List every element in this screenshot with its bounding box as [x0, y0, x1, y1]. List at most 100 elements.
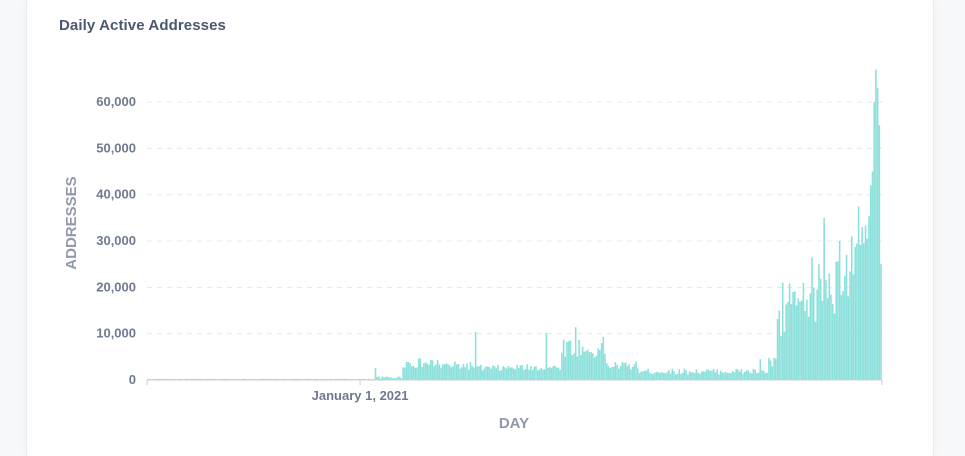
bar — [678, 369, 680, 380]
bar — [814, 321, 817, 380]
bar — [655, 372, 658, 380]
bar — [536, 370, 539, 380]
bar — [873, 102, 875, 380]
bar — [768, 357, 770, 380]
bar — [197, 378, 199, 380]
bar — [159, 378, 161, 380]
bar — [438, 364, 441, 380]
bar — [850, 236, 853, 380]
bar — [228, 378, 230, 380]
bar — [329, 378, 332, 380]
bar — [195, 378, 197, 380]
bar — [756, 372, 758, 380]
bar — [618, 368, 620, 380]
axis-layer — [146, 379, 883, 385]
bar — [668, 369, 670, 380]
bar — [728, 372, 731, 380]
bar — [450, 367, 453, 380]
bar — [383, 377, 385, 380]
bar — [664, 373, 667, 380]
bar — [234, 378, 237, 380]
bar — [631, 366, 634, 380]
bar — [547, 367, 549, 380]
bar — [683, 368, 686, 380]
bar — [495, 368, 498, 380]
bar — [674, 374, 677, 380]
bar — [478, 366, 480, 380]
bar — [750, 373, 753, 380]
bar — [821, 300, 824, 380]
bar — [804, 311, 806, 380]
bar — [385, 376, 387, 380]
bar — [362, 378, 365, 380]
bar — [692, 372, 694, 380]
bar — [543, 369, 546, 380]
bar — [419, 358, 422, 380]
bar — [780, 336, 782, 380]
bar — [271, 378, 273, 380]
bar — [681, 372, 684, 380]
bar — [492, 365, 494, 380]
bar — [795, 305, 798, 380]
bar — [685, 370, 687, 380]
bar — [745, 370, 748, 380]
bar — [414, 367, 417, 380]
bar — [845, 254, 848, 380]
bar — [497, 364, 499, 380]
bars-layer — [147, 69, 882, 381]
bar — [535, 366, 537, 380]
bar — [269, 378, 272, 380]
bar — [445, 363, 448, 380]
bar — [295, 378, 297, 380]
bar — [433, 365, 435, 380]
bar — [790, 304, 793, 380]
bar — [224, 378, 227, 380]
bar — [205, 378, 208, 380]
bar — [293, 378, 296, 380]
bar — [635, 361, 637, 380]
bar — [761, 370, 763, 380]
bar — [574, 327, 577, 380]
bar — [766, 372, 768, 380]
bar — [502, 366, 505, 380]
bar — [723, 372, 725, 380]
bar — [645, 370, 648, 380]
bar — [153, 378, 156, 380]
bar — [566, 342, 568, 380]
bar — [857, 206, 860, 380]
bar — [721, 372, 724, 380]
bar — [523, 369, 525, 380]
bar — [198, 378, 201, 380]
bar — [626, 366, 629, 380]
bar — [500, 370, 503, 380]
y-tick-label: 10,000 — [96, 326, 136, 341]
bar — [207, 378, 209, 380]
bar — [614, 362, 617, 380]
bar — [540, 368, 542, 380]
bar — [624, 362, 627, 380]
bar — [388, 377, 391, 380]
bar — [633, 364, 636, 380]
bar — [200, 378, 203, 380]
bar — [343, 378, 346, 380]
bar — [162, 378, 165, 380]
bar — [447, 363, 449, 380]
bar — [643, 370, 646, 380]
bar — [638, 373, 641, 380]
bar — [264, 378, 266, 380]
bar — [381, 376, 384, 380]
bar — [609, 367, 611, 380]
bar — [861, 227, 863, 380]
bar — [586, 349, 589, 380]
bar — [410, 366, 413, 380]
bar — [871, 171, 874, 380]
bar — [426, 363, 429, 380]
bar — [561, 352, 563, 380]
bar — [833, 313, 836, 380]
bar — [605, 363, 608, 380]
bar — [393, 377, 396, 380]
bar — [461, 367, 463, 380]
bar — [390, 377, 392, 380]
bar — [642, 371, 644, 380]
